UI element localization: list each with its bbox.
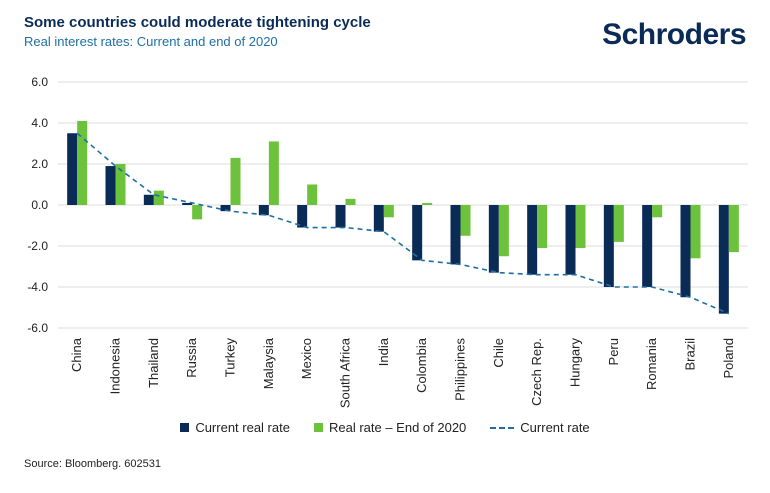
x-tick-label: Mexico (299, 338, 314, 379)
x-tick-label: Brazil (683, 338, 698, 371)
chart-subtitle: Real interest rates: Current and end of … (24, 34, 278, 49)
legend-item-end2020: Real rate – End of 2020 (313, 420, 467, 435)
y-tick-label: 0.0 (31, 198, 48, 212)
x-tick-label: Chile (491, 338, 506, 368)
bar-end-2020 (383, 205, 394, 218)
bar-end-2020 (690, 205, 701, 259)
y-tick-label: -4.0 (27, 280, 48, 294)
x-tick-label: South Africa (338, 337, 353, 408)
legend-swatch-end2020 (313, 423, 323, 432)
x-tick-label: Peru (606, 338, 621, 365)
bar-end-2020 (460, 205, 471, 236)
bar-end-2020 (115, 164, 126, 205)
x-tick-label: Turkey (223, 338, 238, 378)
chart-title: Some countries could moderate tightening… (24, 14, 371, 31)
legend-swatch-current-real (180, 423, 190, 432)
x-tick-label: China (69, 337, 84, 372)
bar-end-2020 (728, 205, 739, 253)
bar-end-2020 (652, 205, 663, 218)
y-tick-label: -2.0 (27, 239, 48, 253)
bar-end-2020 (268, 141, 279, 205)
bar-current-real (680, 205, 691, 298)
bar-end-2020 (422, 202, 433, 205)
bar-end-2020 (498, 205, 509, 257)
legend-item-current-rate: Current rate (490, 420, 590, 435)
bar-current-real (603, 205, 614, 287)
schroders-logo: Schroders (602, 18, 746, 51)
x-tick-label: Czech Rep. (529, 338, 544, 406)
y-tick-label: 4.0 (31, 116, 48, 130)
bar-end-2020 (230, 157, 241, 205)
y-tick-label: 6.0 (31, 75, 48, 89)
y-tick-label: 2.0 (31, 157, 48, 171)
x-tick-label: Philippines (453, 338, 468, 401)
bar-current-real (373, 205, 384, 232)
x-tick-label: Hungary (568, 338, 583, 388)
x-tick-label: Malaysia (261, 337, 276, 389)
x-tick-label: Colombia (414, 337, 429, 393)
x-tick-label: Romania (644, 337, 659, 390)
bar-current-real (335, 205, 346, 228)
bar-current-real (297, 205, 308, 228)
bar-current-real (412, 205, 423, 261)
x-tick-label: Poland (721, 338, 736, 378)
bar-current-real (488, 205, 499, 273)
y-tick-label: -6.0 (27, 321, 48, 335)
legend-label-current-rate: Current rate (520, 420, 590, 435)
bar-current-real (450, 205, 461, 265)
bar-end-2020 (153, 190, 164, 205)
x-tick-label: India (376, 337, 391, 366)
bar-end-2020 (77, 120, 88, 205)
bar-current-real (718, 205, 729, 314)
bar-end-2020 (192, 205, 203, 220)
x-tick-label: Thailand (146, 338, 161, 388)
bar-current-real (67, 133, 78, 205)
source-note: Source: Bloomberg. 602531 (24, 458, 161, 470)
bar-current-real (642, 205, 653, 287)
bar-current-real (565, 205, 576, 275)
legend-label-current-real: Current real rate (195, 420, 290, 435)
x-tick-label: Indonesia (108, 337, 123, 394)
chart-legend: Current real rate Real rate – End of 202… (0, 420, 770, 435)
bar-end-2020 (575, 205, 586, 249)
bar-end-2020 (345, 198, 356, 205)
legend-label-end2020: Real rate – End of 2020 (328, 420, 467, 435)
legend-item-current-real: Current real rate (180, 420, 290, 435)
bar-current-real (182, 202, 193, 205)
bar-end-2020 (613, 205, 624, 242)
bar-current-real (143, 194, 154, 205)
bar-end-2020 (307, 184, 318, 205)
bar-current-real (527, 205, 538, 275)
bar-current-real (105, 166, 116, 205)
legend-swatch-current-rate (490, 426, 515, 429)
bar-current-real (220, 205, 231, 212)
x-tick-label: Russia (184, 337, 199, 378)
bar-end-2020 (537, 205, 548, 249)
bar-current-real (258, 205, 269, 216)
